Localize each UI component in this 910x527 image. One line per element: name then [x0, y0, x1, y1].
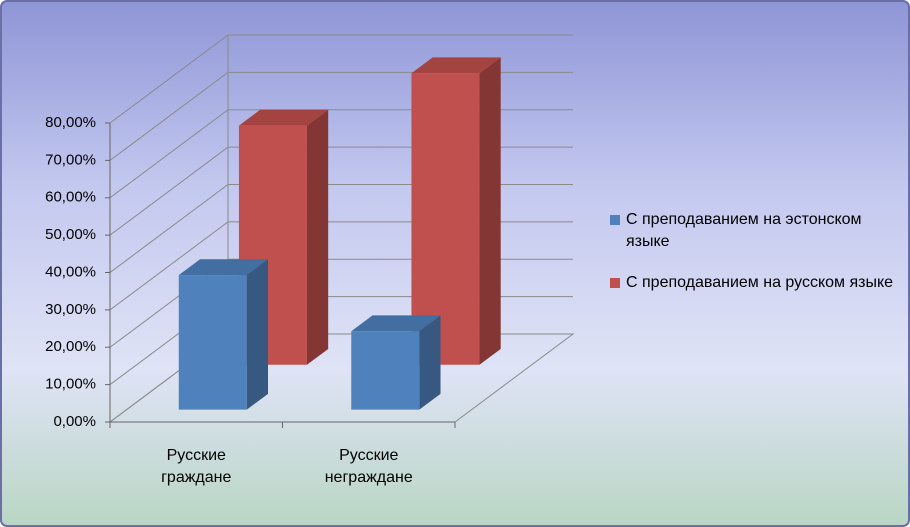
y-tick-label: 10,00% [45, 376, 96, 393]
y-tick-label: 40,00% [45, 263, 96, 280]
bar-top [178, 259, 269, 276]
y-tick-label: 50,00% [45, 226, 96, 243]
bar-front [178, 275, 247, 410]
bar-top [238, 109, 329, 126]
legend-label: С преподаванием на русском языке [626, 274, 894, 291]
legend-swatch [610, 278, 620, 288]
x-tick-label: Русские граждане [161, 447, 232, 486]
bar-side [246, 259, 269, 410]
legend-swatch [610, 215, 620, 225]
bar-side [479, 57, 501, 365]
y-tick-label: 20,00% [45, 338, 96, 355]
y-tick-label: 80,00% [45, 114, 96, 131]
x-tick-label: Русские неграждане [324, 447, 413, 486]
bar [351, 315, 441, 410]
y-tick-label: 70,00% [45, 151, 96, 168]
bar-top [411, 57, 501, 74]
y-tick-label: 60,00% [45, 189, 96, 206]
bar-side [306, 109, 329, 365]
bar-top [351, 315, 441, 332]
y-tick-label: 30,00% [45, 301, 96, 318]
bar-side [419, 315, 441, 410]
bar [411, 57, 501, 365]
bar [178, 259, 269, 410]
bar-front [411, 73, 480, 365]
y-tick-label: 0,00% [53, 413, 96, 430]
legend-label: С преподаванием на эстонском языке [626, 211, 862, 250]
bar-front [351, 331, 420, 410]
